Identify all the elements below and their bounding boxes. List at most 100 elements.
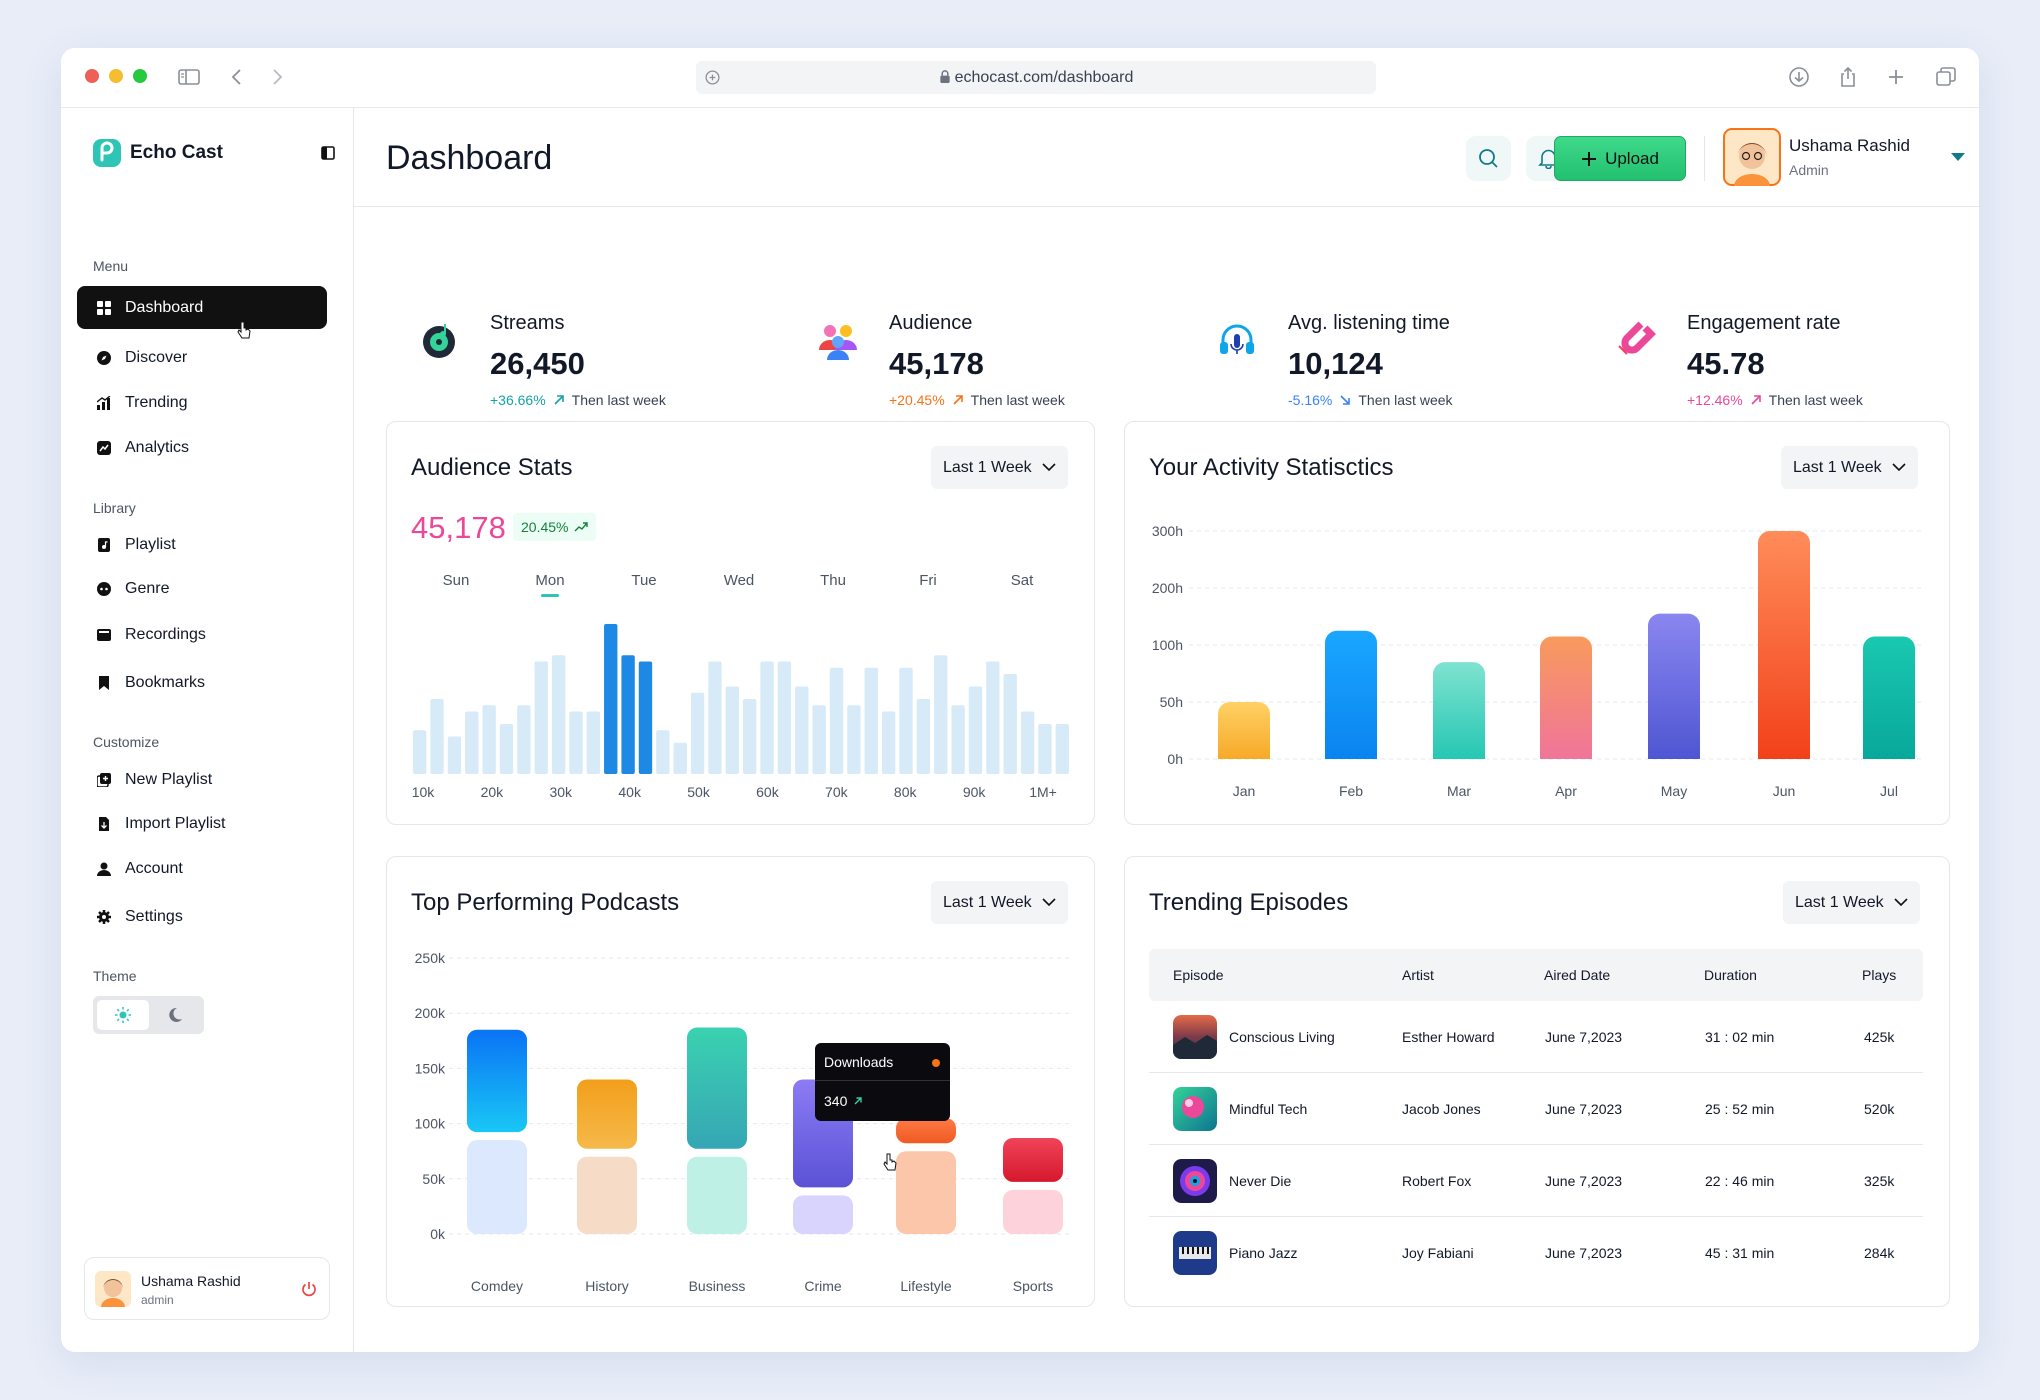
column-header-aired-date[interactable]: Aired Date (1544, 967, 1611, 983)
back-icon[interactable] (225, 65, 249, 89)
trending-icon (97, 395, 111, 410)
audience-bar (986, 661, 1000, 774)
x-tick-label: 10k (412, 784, 436, 800)
cell-plays: 325k (1864, 1173, 1895, 1189)
search-button[interactable] (1466, 136, 1511, 181)
header-user-role: Admin (1789, 162, 1829, 178)
sidebar-user-card[interactable]: Ushama Rashid admin (84, 1257, 330, 1320)
audience-bar (829, 667, 844, 774)
downloads-tooltip: Downloads 340 (815, 1043, 950, 1121)
audience-bar (551, 655, 566, 774)
pointer-cursor-icon (883, 1153, 897, 1171)
stat-card-avg-listening-time: Avg. listening time 10,124 -5.16% Then la… (1184, 287, 1551, 439)
sidebar-item-settings[interactable]: Settings (77, 895, 327, 938)
cell-episode: Never Die (1229, 1173, 1292, 1189)
sidebar-item-analytics[interactable]: Analytics (77, 426, 327, 469)
sidebar-item-label: Account (125, 859, 183, 877)
column-header-plays[interactable]: Plays (1862, 967, 1897, 983)
sidebar-toggle-icon[interactable] (177, 65, 201, 89)
chevron-down-icon[interactable] (1951, 152, 1965, 162)
period-dropdown[interactable]: Last 1 Week (931, 446, 1068, 489)
audience-bar (656, 730, 670, 774)
sidebar-item-recordings[interactable]: Recordings (77, 613, 327, 656)
period-dropdown[interactable]: Last 1 Week (1783, 881, 1920, 924)
audience-change-value: 20.45% (521, 519, 569, 535)
day-tab[interactable]: Thu (820, 572, 846, 589)
audience-bar (725, 686, 739, 774)
site-settings-icon[interactable] (704, 69, 721, 86)
x-tick-label: Comdey (471, 1278, 523, 1294)
table-row[interactable]: Mindful Tech Jacob Jones June 7,2023 25 … (1149, 1073, 1923, 1145)
page-title: Dashboard (386, 139, 553, 177)
stat-value: 26,450 (490, 346, 585, 381)
theme-toggle[interactable] (93, 996, 204, 1034)
tooltip-value-row: 340 (824, 1093, 863, 1109)
table-row[interactable]: Piano Jazz Joy Fabiani June 7,2023 45 : … (1149, 1217, 1923, 1289)
user-menu[interactable]: Ushama Rashid Admin (1723, 128, 1979, 188)
tooltip-dot (932, 1059, 940, 1067)
audience-bar (951, 705, 965, 774)
audience-bar (934, 655, 948, 774)
table-row[interactable]: Conscious Living Esther Howard June 7,20… (1149, 1001, 1923, 1073)
sidebar-item-dashboard[interactable]: Dashboard (77, 286, 327, 329)
podcasts-bar-chart: 250k 200k 150k 100k 50k 0k Comdey History Busine… (415, 950, 1071, 1294)
upload-button[interactable]: Upload (1554, 136, 1686, 181)
light-theme-button[interactable] (97, 1000, 149, 1030)
forward-icon[interactable] (265, 65, 289, 89)
sidebar-item-playlist[interactable]: Playlist (77, 523, 327, 566)
period-dropdown[interactable]: Last 1 Week (931, 881, 1068, 924)
browser-toolbar: echocast.com/dashboard (61, 48, 1979, 108)
column-header-artist[interactable]: Artist (1402, 967, 1434, 983)
collapse-sidebar-icon[interactable] (321, 146, 335, 160)
day-tab[interactable]: Tue (631, 572, 657, 589)
podcast-bar (577, 1079, 637, 1149)
day-tab[interactable]: Fri (919, 572, 937, 589)
day-tab-active[interactable]: Mon (535, 572, 565, 589)
minimize-window-button[interactable] (109, 69, 123, 83)
column-header-episode[interactable]: Episode (1173, 967, 1224, 983)
sidebar-item-label: Settings (125, 907, 183, 925)
address-bar[interactable]: echocast.com/dashboard (696, 61, 1376, 94)
new-tab-icon[interactable] (1884, 65, 1908, 89)
audience-change-badge: 20.45% (513, 513, 597, 541)
logout-icon[interactable] (301, 1281, 317, 1297)
tabs-overview-icon[interactable] (1934, 65, 1958, 89)
podcast-bar-base (687, 1156, 747, 1234)
sidebar-item-import-playlist[interactable]: Import Playlist (77, 802, 327, 845)
sidebar-item-bookmarks[interactable]: Bookmarks (77, 661, 327, 704)
sidebar-item-trending[interactable]: Trending (77, 381, 327, 424)
activity-bar (1758, 531, 1810, 759)
x-tick-label: Feb (1339, 783, 1363, 799)
app-logo[interactable]: Echo Cast (92, 138, 223, 168)
day-tab[interactable]: Wed (723, 572, 755, 589)
stat-change-value: +36.66% (490, 392, 546, 408)
episode-thumbnail (1173, 1159, 1217, 1203)
day-tab[interactable]: Sun (442, 572, 470, 589)
share-icon[interactable] (1836, 65, 1860, 89)
cell-date: June 7,2023 (1545, 1101, 1623, 1117)
activity-bar (1863, 636, 1915, 759)
stat-icon-box (410, 312, 468, 370)
x-tick-label: Jan (1233, 783, 1256, 799)
sidebar-item-label: Dashboard (125, 298, 204, 316)
sidebar-item-label: Playlist (125, 535, 176, 553)
period-dropdown[interactable]: Last 1 Week (1781, 446, 1918, 489)
close-window-button[interactable] (85, 69, 99, 83)
sidebar-item-new-playlist[interactable]: New Playlist (77, 758, 327, 801)
column-header-duration[interactable]: Duration (1704, 967, 1757, 983)
sidebar-item-account[interactable]: Account (77, 847, 327, 890)
customize-section-label: Customize (93, 734, 160, 750)
x-tick-label: Sports (1013, 1278, 1053, 1294)
table-row[interactable]: Never Die Robert Fox June 7,2023 22 : 46… (1149, 1145, 1923, 1217)
sidebar-item-genre[interactable]: Genre (77, 567, 327, 610)
cell-episode: Piano Jazz (1229, 1245, 1298, 1261)
magnet-icon (1618, 321, 1656, 355)
sidebar-item-discover[interactable]: Discover (77, 336, 327, 379)
dark-theme-button[interactable] (151, 1000, 199, 1030)
download-icon[interactable] (1787, 65, 1811, 89)
day-tab[interactable]: Sat (1010, 572, 1034, 589)
maximize-window-button[interactable] (133, 69, 147, 83)
cell-date: June 7,2023 (1545, 1029, 1623, 1045)
bookmark-icon (99, 675, 109, 690)
y-tick-label: 250k (415, 950, 446, 966)
